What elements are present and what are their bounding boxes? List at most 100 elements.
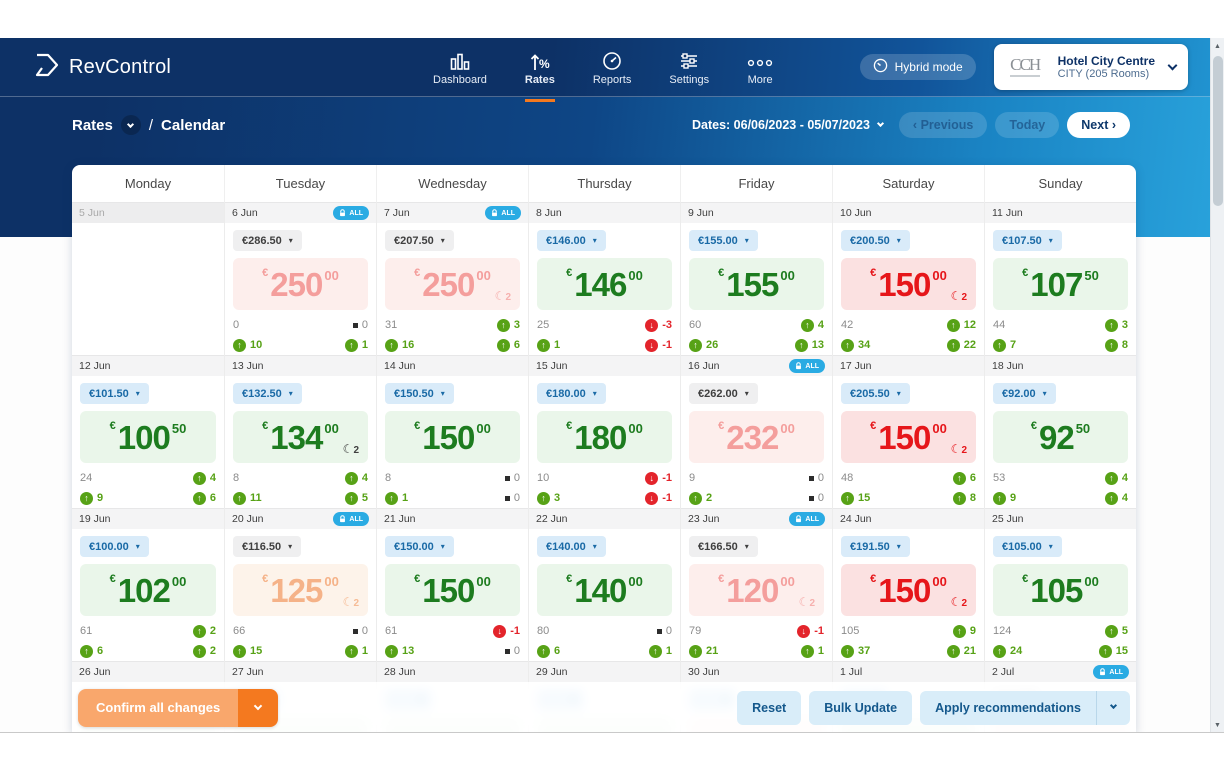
price-box[interactable]: €232 00	[689, 411, 824, 463]
apply-dropdown-arrow[interactable]	[1096, 690, 1130, 725]
price-box[interactable]: €180 00	[537, 411, 672, 463]
rate-dropdown[interactable]: €107.50 ▾	[993, 230, 1062, 251]
scrollbar-thumb[interactable]	[1213, 56, 1223, 206]
rate-dropdown[interactable]: €140.00 ▾	[537, 536, 606, 557]
lock-all-badge[interactable]: ALL	[789, 512, 825, 526]
rate-dropdown[interactable]: €146.00 ▾	[537, 230, 606, 251]
hotel-selector[interactable]: CCH Hotel City Centre CITY (205 Rooms)	[993, 44, 1188, 90]
stat-value: 12	[963, 319, 976, 331]
arrow-up-circle-icon: ↑	[946, 338, 960, 352]
breadcrumb-section[interactable]: Rates	[72, 116, 113, 134]
rate-dropdown[interactable]: €286.50 ▾	[233, 230, 302, 251]
price-box[interactable]: €102 00	[80, 564, 216, 616]
rate-dropdown[interactable]: €205.50 ▾	[841, 383, 910, 404]
date-strip: 13 Jun	[225, 355, 376, 376]
price-box[interactable]: €250 00 ☾2	[385, 258, 520, 310]
price-box[interactable]: €140 00	[537, 564, 672, 616]
nav-item-settings[interactable]: Settings	[667, 45, 711, 90]
next-button[interactable]: Next ›	[1067, 112, 1130, 138]
cell-stats: 66 0 ↑ 15 ↑ 1	[233, 621, 368, 661]
rate-dropdown[interactable]: €166.50 ▾	[689, 536, 758, 557]
arrow-up-circle-icon: ↑	[192, 491, 206, 505]
day-cell: 14 Jun €150.50 ▾ €150 00 8 0 ↑ 1 0	[376, 355, 528, 508]
nav-item-rates[interactable]: % Rates	[523, 45, 557, 102]
price-box[interactable]: €150 00	[385, 564, 520, 616]
price-box[interactable]: €250 00	[233, 258, 368, 310]
price-box[interactable]: €155 00	[689, 258, 824, 310]
date-navigation: Dates: 06/06/2023 - 05/07/2023 ‹ Previou…	[692, 112, 1130, 138]
stat-up: ↑ 2	[192, 624, 216, 638]
arrow-down-circle-icon: ↓	[645, 338, 659, 352]
lock-all-badge[interactable]: ALL	[333, 206, 369, 220]
price-box[interactable]: €100 50	[80, 411, 216, 463]
stat-up: ↑ 4	[344, 471, 368, 485]
nav-item-dashboard[interactable]: Dashboard	[431, 45, 489, 90]
bulk-update-button[interactable]: Bulk Update	[809, 690, 913, 725]
price-box[interactable]: €150 00 ☾2	[841, 258, 976, 310]
stat-value: 1	[817, 645, 824, 657]
scroll-down-arrow[interactable]: ▼	[1214, 721, 1221, 729]
price-box[interactable]: €146 00	[537, 258, 672, 310]
chevron-down-icon	[254, 701, 263, 710]
hybrid-mode-badge[interactable]: Hybrid mode	[859, 54, 976, 80]
lock-all-badge[interactable]: ALL	[485, 206, 521, 220]
dates-range-dropdown[interactable]: Dates: 06/06/2023 - 05/07/2023	[692, 118, 884, 132]
price-box[interactable]: €150 00	[385, 411, 520, 463]
caret-down-icon: ▾	[896, 542, 901, 551]
arrow-up-circle-icon: ↑	[1104, 318, 1118, 332]
apply-recommendations-button[interactable]: Apply recommendations	[935, 700, 1081, 715]
date-strip: 27 Jun	[225, 661, 376, 682]
day-header: Friday	[680, 165, 832, 202]
nav-item-more[interactable]: More	[745, 45, 775, 90]
breadcrumb-dropdown-button[interactable]	[120, 115, 141, 135]
brand-logo[interactable]: RevControl	[34, 52, 171, 83]
price-box[interactable]: €134 00 ☾2	[233, 411, 368, 463]
rate-dropdown[interactable]: €180.00 ▾	[537, 383, 606, 404]
price-box[interactable]: €107 50	[993, 258, 1128, 310]
lock-all-badge[interactable]: ALL	[333, 512, 369, 526]
price-box[interactable]: €105 00	[993, 564, 1128, 616]
stat-up: ↑ 21	[946, 644, 976, 658]
rate-dropdown[interactable]: €132.50 ▾	[233, 383, 302, 404]
arrow-up-circle-icon: ↑	[952, 471, 966, 485]
confirm-all-changes-button[interactable]: Confirm all changes	[78, 688, 279, 727]
rate-dropdown[interactable]: €101.50 ▾	[80, 383, 149, 404]
rate-dropdown[interactable]: €200.50 ▾	[841, 230, 910, 251]
rate-dropdown[interactable]: €92.00 ▾	[993, 383, 1056, 404]
rate-dropdown-value: €107.50	[1002, 234, 1042, 247]
price-box[interactable]: €150 00 ☾2	[841, 564, 976, 616]
euro-sign: €	[262, 420, 269, 432]
price-decimal: 00	[476, 268, 491, 283]
lock-all-badge[interactable]: ALL	[1093, 665, 1129, 679]
rate-dropdown[interactable]: €116.50 ▾	[233, 536, 302, 557]
today-button[interactable]: Today	[995, 112, 1060, 138]
nav-item-reports[interactable]: Reports	[591, 45, 634, 90]
date-strip: 26 Jun	[72, 661, 224, 682]
rate-dropdown[interactable]: €100.00 ▾	[80, 536, 149, 557]
confirm-dropdown-arrow[interactable]	[238, 688, 279, 727]
previous-button[interactable]: ‹ Previous	[898, 112, 988, 138]
lock-all-badge[interactable]: ALL	[789, 359, 825, 373]
scroll-up-arrow[interactable]: ▲	[1214, 42, 1221, 50]
price-box[interactable]: €125 00 ☾2	[233, 564, 368, 616]
rate-dropdown[interactable]: €191.50 ▾	[841, 536, 910, 557]
stat-down: ↓ -1	[645, 338, 672, 352]
square-icon	[656, 628, 662, 634]
price-box[interactable]: €120 00 ☾2	[689, 564, 824, 616]
rate-dropdown[interactable]: €150.00 ▾	[385, 536, 454, 557]
euro-sign: €	[870, 573, 877, 585]
rate-dropdown[interactable]: €150.50 ▾	[385, 383, 454, 404]
rate-dropdown[interactable]: €155.00 ▾	[689, 230, 758, 251]
vertical-scrollbar[interactable]: ▲ ▼	[1210, 38, 1224, 732]
arrow-up-circle-icon: ↑	[537, 338, 550, 352]
price-box[interactable]: €92 50	[993, 411, 1128, 463]
date-label: 17 Jun	[840, 360, 872, 372]
rate-dropdown[interactable]: €262.00 ▾	[689, 383, 758, 404]
caret-down-icon: ▾	[288, 542, 293, 551]
arrow-up-circle-icon: ↑	[841, 644, 854, 658]
rate-dropdown[interactable]: €207.50 ▾	[385, 230, 454, 251]
reset-button[interactable]: Reset	[737, 690, 802, 725]
price-box[interactable]: €150 00 ☾2	[841, 411, 976, 463]
rate-dropdown[interactable]: €105.00 ▾	[993, 536, 1062, 557]
stat-value: 34	[858, 339, 871, 351]
